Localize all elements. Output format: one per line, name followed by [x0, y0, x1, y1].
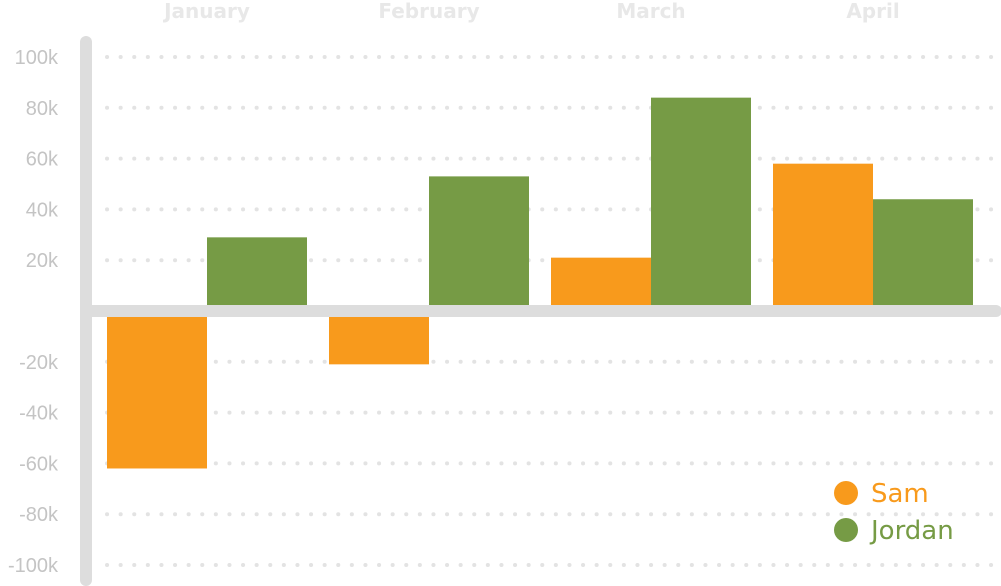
y-tick-label: 20k [26, 250, 59, 272]
bar-jordan-april[interactable] [873, 199, 973, 311]
month-label: March [616, 0, 685, 23]
y-tick-label: -40k [19, 403, 59, 425]
month-label: January [162, 0, 250, 23]
bar-jordan-january[interactable] [207, 237, 307, 311]
legend-label-jordan: Jordan [869, 516, 954, 546]
y-tick-label: -20k [19, 352, 59, 374]
month-label: February [378, 0, 479, 23]
y-tick-label: -60k [19, 453, 59, 475]
bar-sam-january[interactable] [107, 311, 207, 469]
bars [107, 97, 973, 469]
y-tick-label: 40k [26, 199, 59, 221]
bar-jordan-march[interactable] [651, 97, 751, 311]
bar-sam-april[interactable] [773, 163, 873, 311]
y-tick-label: 100k [15, 47, 59, 69]
bar-sam-march[interactable] [551, 257, 651, 311]
y-tick-labels: 100k 80k 60k 40k 20k -20k -40k -60k -80k -100k [8, 47, 59, 577]
y-tick-label: 60k [26, 149, 59, 171]
legend-marker-jordan [834, 518, 858, 542]
bar-jordan-february[interactable] [429, 176, 529, 311]
bar-sam-february[interactable] [329, 311, 429, 365]
month-labels: January February March April [162, 0, 900, 23]
legend-label-sam: Sam [871, 479, 929, 509]
y-tick-label: -80k [19, 504, 59, 526]
y-tick-label: 80k [26, 98, 59, 120]
axes [80, 36, 1001, 586]
month-label: April [846, 0, 899, 23]
y-tick-label: -100k [8, 555, 59, 577]
legend: Sam Jordan [834, 479, 954, 546]
legend-marker-sam [834, 481, 858, 505]
